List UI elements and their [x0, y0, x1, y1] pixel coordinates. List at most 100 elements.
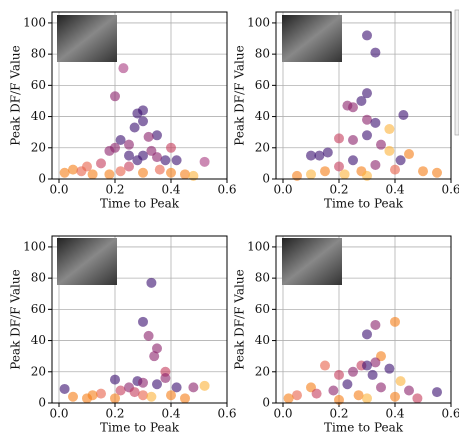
point	[132, 108, 143, 119]
y-tick-label: 60	[31, 78, 46, 92]
x-tick-label: 0.0	[49, 183, 68, 197]
x-tick-label: 0.0	[273, 183, 292, 197]
y-tick-label: 20	[31, 140, 46, 154]
x-tick-label: 0.2	[329, 183, 348, 197]
point	[180, 393, 190, 404]
point	[87, 169, 98, 180]
point	[118, 63, 129, 74]
point	[376, 382, 386, 393]
x-tick-label: 0.4	[161, 407, 180, 421]
point	[328, 385, 339, 396]
point	[306, 169, 316, 180]
point	[390, 316, 400, 327]
point	[404, 385, 414, 396]
point	[348, 134, 358, 145]
y-tick-label: 20	[255, 364, 270, 378]
x-axis-label: Time to Peak	[324, 197, 404, 211]
point	[370, 319, 381, 330]
y-tick-label: 0	[262, 396, 270, 410]
point	[362, 393, 372, 404]
point	[110, 374, 120, 385]
point	[129, 387, 140, 398]
point	[390, 391, 400, 402]
y-axis-label: Peak DF/F Value	[233, 45, 247, 145]
point	[342, 379, 353, 390]
point	[171, 155, 182, 166]
plots: 0 20 40 60 80 100 0.0 0.2 0.4 0.6 Time to Peak Peak…	[9, 11, 459, 433]
point	[68, 164, 78, 175]
point	[362, 170, 372, 181]
point	[199, 156, 210, 167]
point	[96, 388, 106, 399]
x-tick-label: 0.0	[273, 407, 292, 421]
x-axis-label: Time to Peak	[100, 197, 180, 211]
point	[376, 139, 386, 150]
stimulus-image	[282, 15, 342, 62]
axes-frame	[275, 11, 452, 180]
x-tick-label: 0.2	[329, 407, 348, 421]
y-tick-label: 0	[38, 396, 46, 410]
y-tick-label: 80	[31, 47, 46, 61]
point	[96, 158, 106, 169]
point	[138, 390, 148, 401]
point	[311, 388, 322, 399]
point	[353, 390, 364, 401]
point	[166, 390, 176, 401]
stimulus-image	[57, 238, 117, 285]
y-tick-label: 100	[247, 239, 270, 253]
x-tick-label: 0.2	[105, 407, 124, 421]
y-tick-label: 20	[31, 364, 46, 378]
x-tick-label: 0.2	[105, 183, 124, 197]
point	[115, 385, 126, 396]
y-tick-label: 40	[31, 109, 46, 123]
y-tick-label: 100	[23, 15, 46, 29]
point	[320, 166, 330, 177]
point	[124, 139, 134, 150]
y-tick-label: 20	[255, 140, 270, 154]
point	[362, 360, 372, 371]
y-tick-label: 40	[255, 333, 270, 347]
point	[115, 134, 126, 145]
y-tick-label: 40	[31, 333, 46, 347]
point	[334, 394, 344, 405]
point	[124, 161, 134, 172]
y-tick-label: 0	[38, 172, 46, 186]
y-tick-label: 100	[247, 15, 270, 29]
x-tick-label: 0.4	[161, 183, 180, 197]
point	[124, 150, 134, 161]
point	[390, 164, 400, 175]
point	[384, 363, 395, 374]
point	[370, 357, 381, 368]
point	[356, 95, 367, 106]
point	[104, 169, 115, 180]
point	[149, 351, 160, 362]
y-tick-label: 60	[31, 302, 46, 316]
axes-frame	[51, 235, 228, 404]
point	[59, 167, 70, 178]
point	[395, 155, 406, 166]
y-tick-label: 60	[255, 78, 270, 92]
point	[362, 88, 372, 99]
point	[180, 169, 190, 180]
y-axis-label: Peak DF/F Value	[233, 269, 247, 369]
x-tick-label: 0.6	[441, 183, 459, 197]
point	[59, 383, 70, 394]
point	[115, 166, 126, 177]
point	[334, 369, 344, 380]
y-axis-label: Peak DF/F Value	[9, 45, 23, 145]
point	[339, 169, 350, 180]
y-tick-label: 80	[255, 47, 270, 61]
point	[76, 166, 87, 177]
point	[138, 167, 148, 178]
x-tick-label: 0.6	[217, 183, 236, 197]
point	[395, 376, 406, 387]
point	[306, 150, 316, 161]
point	[87, 390, 98, 401]
point	[370, 117, 381, 128]
stimulus-image	[282, 238, 342, 285]
point	[160, 373, 171, 384]
point	[384, 145, 395, 156]
point	[348, 155, 358, 166]
x-tick-label: 0.6	[441, 407, 459, 421]
point	[152, 379, 162, 390]
